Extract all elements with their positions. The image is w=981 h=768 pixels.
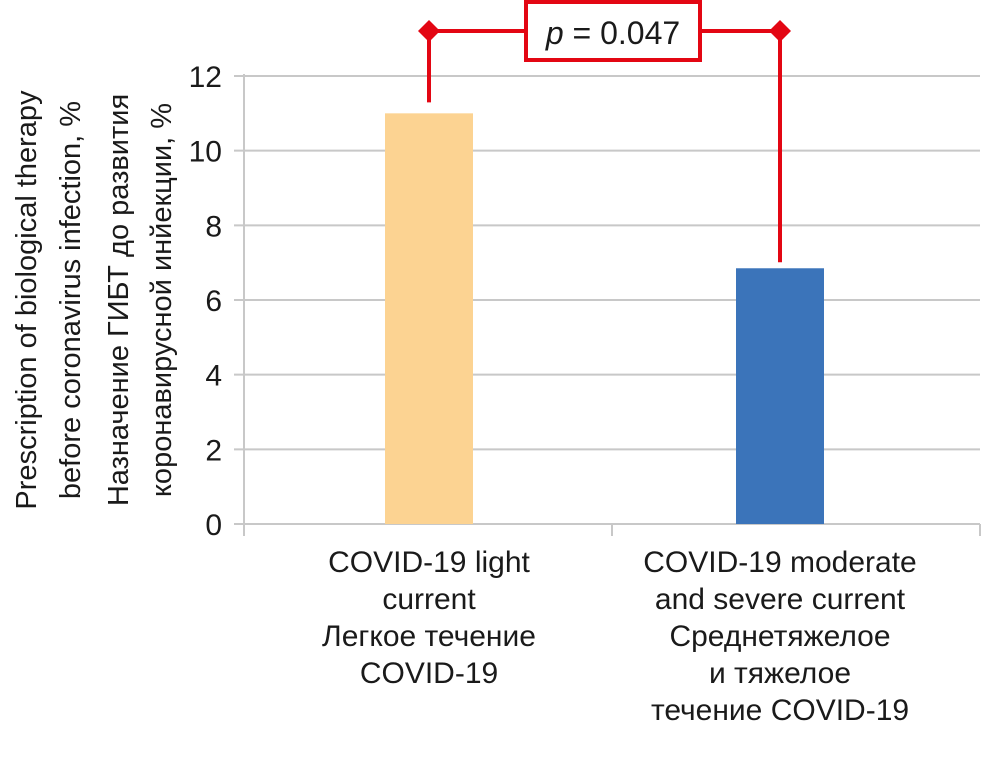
y-tick-labels: 0 2 4 6 8 10 12 (189, 61, 222, 542)
y-tick-label: 4 (205, 360, 222, 393)
category-label-line: and severe current (655, 583, 906, 616)
y-axis-label-line: Назначение ГИБТ до развития (103, 94, 135, 506)
y-axis-label-line: коронавирусной инйекции, % (146, 103, 178, 497)
y-axis-label-line: before coronavirus infection, % (55, 101, 87, 499)
p-symbol: p (545, 15, 564, 51)
p-value-text: = 0.047 (564, 15, 681, 51)
category-label: COVID-19 moderate and severe current Средн… (643, 546, 916, 727)
y-tick-label: 10 (189, 136, 222, 169)
category-label-line: current (382, 583, 476, 616)
y-tick-label: 12 (189, 61, 222, 94)
category-label-line: Среднетяжелое (669, 620, 890, 653)
y-tick-label: 6 (205, 285, 222, 318)
bar (736, 268, 824, 524)
category-label-line: COVID-19 moderate (643, 546, 916, 579)
bars (385, 113, 824, 524)
gridlines (234, 75, 980, 525)
diamond-marker (769, 20, 791, 42)
category-label-line: Легкое течение (322, 620, 536, 653)
category-label-line: COVID-19 light (328, 546, 530, 579)
p-value-label: p = 0.047 (545, 15, 680, 51)
category-label-line: COVID-19 (360, 657, 498, 690)
p-value-box (524, 0, 702, 62)
category-labels: COVID-19 light current Легкое течение COVID… (322, 546, 917, 727)
significance-bracket: p = 0.047 (418, 0, 791, 263)
y-tick-label: 2 (205, 434, 222, 467)
bar (385, 113, 473, 524)
axes (243, 74, 981, 536)
category-label-line: и тяжелое (709, 657, 851, 690)
category-label-line: течение COVID-19 (651, 694, 909, 727)
y-axis-label: Prescription of biological therapy before… (11, 90, 178, 510)
y-tick-label: 8 (205, 210, 222, 243)
diamond-marker (418, 20, 440, 42)
y-axis-label-line: Prescription of biological therapy (11, 90, 43, 510)
y-tick-label: 0 (205, 509, 222, 542)
category-label: COVID-19 light current Легкое течение COVID… (322, 546, 536, 690)
